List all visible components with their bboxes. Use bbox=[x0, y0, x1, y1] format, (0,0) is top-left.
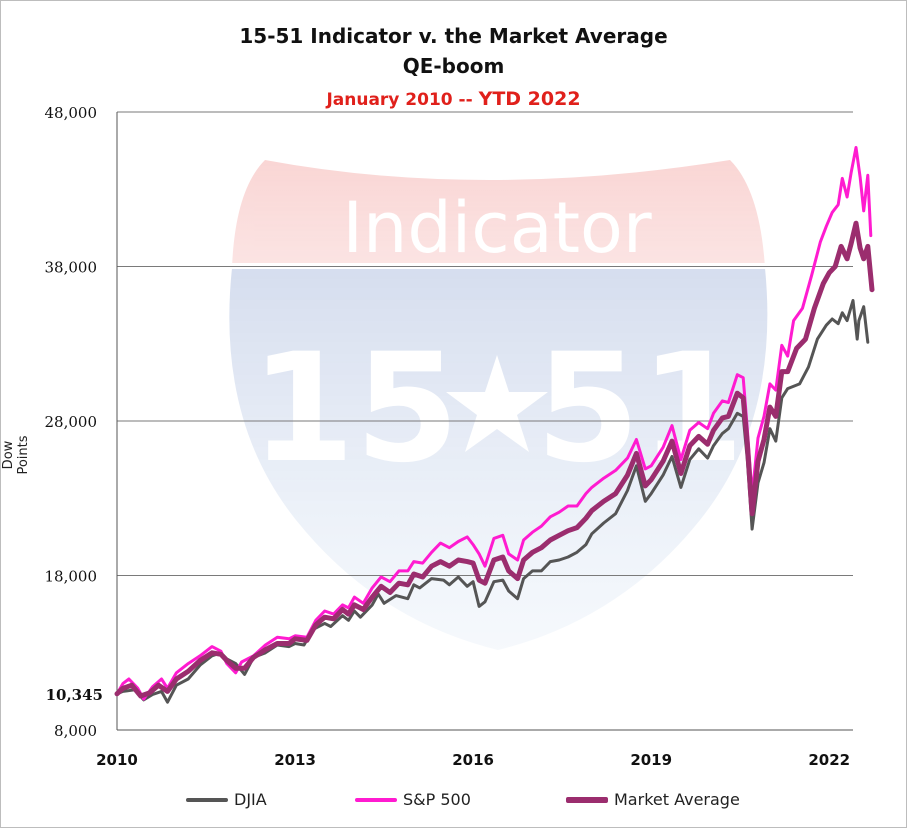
x-tick-label: 2016 bbox=[452, 751, 494, 769]
indicator-shield-watermark: Indicator 15 51 bbox=[229, 160, 768, 650]
y-tick-label: 28,000 bbox=[45, 413, 98, 431]
gridlines bbox=[117, 111, 853, 576]
y-tick-label: 8,000 bbox=[54, 722, 97, 740]
period-label: January 2010 -- bbox=[326, 90, 473, 110]
x-tick-label: 2022 bbox=[808, 751, 850, 769]
legend-label-djia: DJIA bbox=[234, 790, 267, 809]
chart-period: January 2010 -- YTD 2022 bbox=[0, 88, 907, 110]
y-tick-label: 48,000 bbox=[45, 104, 98, 122]
x-tick-label: 2019 bbox=[630, 751, 672, 769]
chart-title: 15-51 Indicator v. the Market Average bbox=[239, 24, 668, 48]
y-axis-label: Dow Points bbox=[1, 435, 31, 475]
tick-labels: 8,000 18,000 28,000 38,000 48,000 10,345 2010 2… bbox=[45, 104, 851, 769]
series-line-market-average bbox=[114, 220, 875, 699]
axes bbox=[116, 112, 853, 731]
legend-item-djia: DJIA bbox=[186, 790, 267, 809]
start-value-label: 10,345 bbox=[46, 686, 103, 704]
legend-item-market-average: Market Average bbox=[566, 790, 740, 809]
y-tick-label: 18,000 bbox=[45, 568, 98, 586]
chart-subtitle: QE-boom bbox=[402, 54, 505, 78]
legend-swatch-market-average bbox=[566, 796, 608, 803]
x-tick-label: 2013 bbox=[274, 751, 316, 769]
y-tick-label: 38,000 bbox=[45, 259, 98, 277]
series-lines bbox=[114, 146, 875, 704]
legend-label-market-average: Market Average bbox=[614, 790, 740, 809]
watermark-star-icon bbox=[446, 355, 548, 452]
legend-label-sp500: S&P 500 bbox=[403, 790, 471, 809]
watermark-number-left: 15 bbox=[251, 322, 460, 496]
watermark-word: Indicator bbox=[342, 187, 652, 269]
legend-swatch-djia bbox=[186, 797, 228, 802]
x-tick-label: 2010 bbox=[96, 751, 138, 769]
legend-swatch-sp500 bbox=[355, 797, 397, 802]
period-ytd-label: YTD 2022 bbox=[478, 88, 581, 110]
legend-item-sp500: S&P 500 bbox=[355, 790, 471, 809]
